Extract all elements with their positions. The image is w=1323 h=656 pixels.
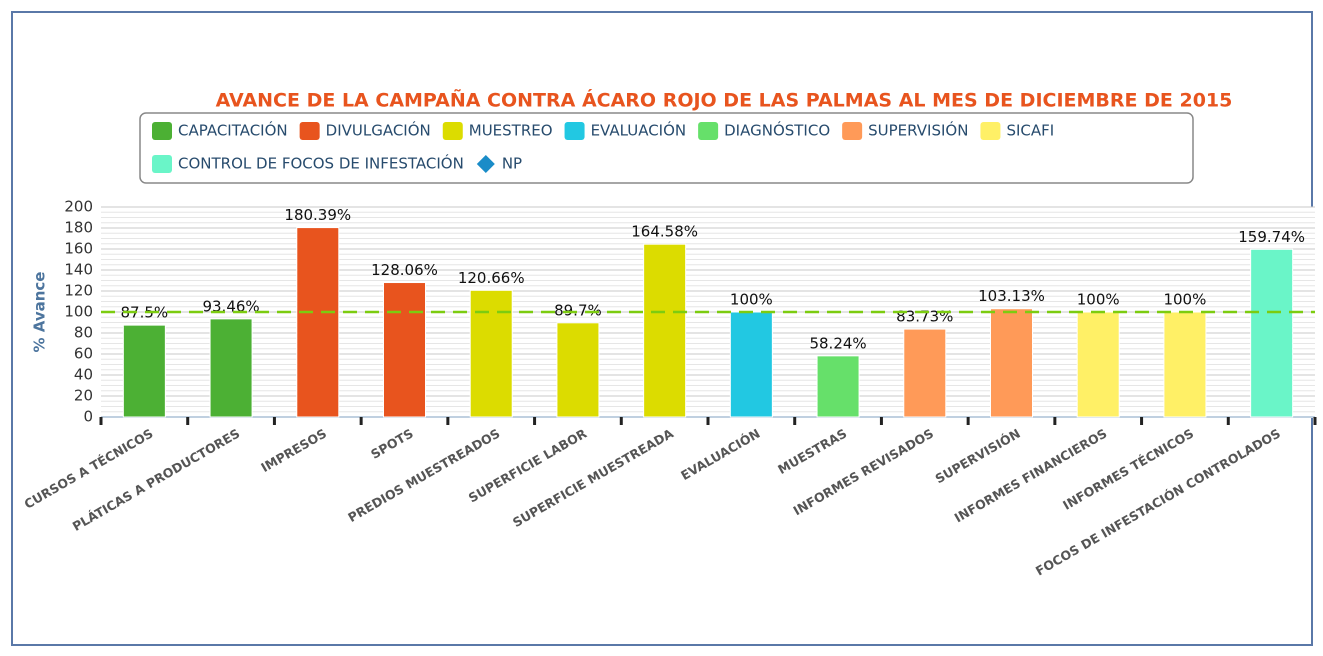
y-tick-label: 20 xyxy=(74,387,93,405)
y-tick-label: 100 xyxy=(64,303,93,321)
legend-label: CONTROL DE FOCOS DE INFESTACIÓN xyxy=(178,154,464,173)
bar xyxy=(556,322,600,418)
legend-symbol xyxy=(152,155,172,173)
y-tick-label: 180 xyxy=(64,219,93,237)
y-axis-label: % Avance xyxy=(31,272,49,353)
legend-label: NP xyxy=(502,155,522,173)
bar xyxy=(209,318,253,418)
value-label: 180.39% xyxy=(284,206,351,224)
chart-title: AVANCE DE LA CAMPAÑA CONTRA ÁCARO ROJO D… xyxy=(216,88,1233,112)
value-label: 87.5% xyxy=(121,304,169,322)
legend-label: CAPACITACIÓN xyxy=(178,121,288,140)
legend-label: SICAFI xyxy=(1006,122,1054,140)
bar xyxy=(1250,248,1294,418)
bar xyxy=(383,282,426,418)
bar xyxy=(1076,311,1120,418)
legend-symbol xyxy=(476,155,495,173)
value-label: 100% xyxy=(1077,291,1120,309)
bar xyxy=(816,355,860,418)
y-tick-label: 80 xyxy=(74,324,93,342)
y-tick-label: 40 xyxy=(74,366,93,384)
bar xyxy=(1163,311,1207,418)
legend-label: DIVULGACIÓN xyxy=(326,121,431,140)
value-label: 100% xyxy=(730,291,773,309)
bar xyxy=(469,289,513,418)
value-label: 58.24% xyxy=(809,334,866,352)
y-tick-label: 60 xyxy=(74,345,93,363)
legend-label: SUPERVISIÓN xyxy=(868,121,968,140)
bar xyxy=(296,227,340,418)
value-label: 164.58% xyxy=(631,223,698,241)
legend-symbol xyxy=(152,122,172,140)
legend-label: EVALUACIÓN xyxy=(591,121,687,140)
legend-symbol xyxy=(299,122,320,140)
bar xyxy=(122,324,166,418)
value-label: 128.06% xyxy=(371,261,438,279)
legend-symbol xyxy=(564,122,585,140)
y-tick-label: 200 xyxy=(64,198,93,216)
value-label: 103.13% xyxy=(978,287,1045,305)
legend-label: MUESTREO xyxy=(469,122,553,140)
legend-symbol xyxy=(442,122,463,140)
y-tick-label: 140 xyxy=(64,261,93,279)
legend-symbol xyxy=(698,122,719,140)
bar xyxy=(729,311,773,418)
bar xyxy=(990,308,1033,418)
value-label: 83.73% xyxy=(896,308,953,326)
value-label: 159.74% xyxy=(1238,228,1305,246)
legend-symbol xyxy=(980,122,1001,140)
legend-box xyxy=(139,112,1194,184)
y-tick-label: 0 xyxy=(83,408,93,426)
value-label: 89.7% xyxy=(554,301,602,319)
bar xyxy=(643,243,687,418)
legend-label: DIAGNÓSTICO xyxy=(724,121,830,140)
bar xyxy=(903,328,947,418)
y-tick-label: 160 xyxy=(64,240,93,258)
value-label: 120.66% xyxy=(458,269,525,287)
y-tick-label: 120 xyxy=(64,282,93,300)
legend-symbol xyxy=(842,122,863,140)
value-label: 100% xyxy=(1163,291,1206,309)
